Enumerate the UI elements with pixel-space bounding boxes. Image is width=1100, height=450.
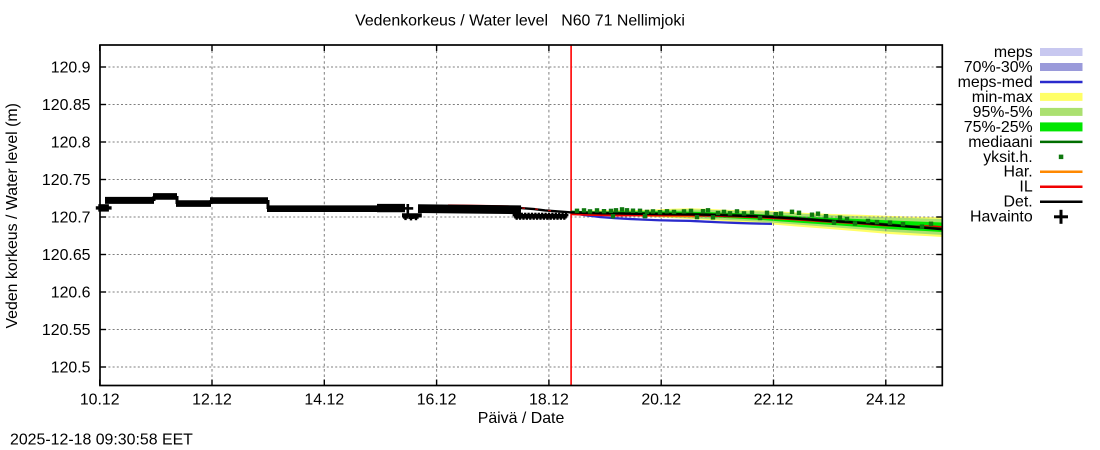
svg-text:yksit.h.: yksit.h. bbox=[983, 149, 1032, 166]
svg-text:120.8: 120.8 bbox=[51, 134, 91, 151]
svg-text:meps-med: meps-med bbox=[958, 74, 1033, 91]
svg-text:meps: meps bbox=[994, 44, 1033, 61]
svg-text:24.12: 24.12 bbox=[866, 392, 906, 409]
svg-text:120.65: 120.65 bbox=[42, 247, 91, 264]
svg-text:120.9: 120.9 bbox=[51, 59, 91, 76]
svg-text:120.6: 120.6 bbox=[51, 284, 91, 301]
svg-text:Veden korkeus / Water level (m: Veden korkeus / Water level (m) bbox=[4, 103, 21, 328]
svg-text:18.12: 18.12 bbox=[529, 392, 569, 409]
svg-text:120.7: 120.7 bbox=[51, 209, 91, 226]
svg-text:120.55: 120.55 bbox=[42, 322, 91, 339]
svg-text:Det.: Det. bbox=[1004, 194, 1033, 211]
svg-text:Havainto: Havainto bbox=[970, 209, 1033, 226]
svg-text:Vedenkorkeus / Water level N: Vedenkorkeus / Water level N60 71 Nellim… bbox=[355, 12, 685, 29]
svg-text:10.12: 10.12 bbox=[80, 392, 120, 409]
svg-text:120.5: 120.5 bbox=[51, 359, 91, 376]
svg-text:22.12: 22.12 bbox=[754, 392, 794, 409]
svg-text:120.85: 120.85 bbox=[42, 97, 91, 114]
svg-text:IL: IL bbox=[1019, 179, 1032, 196]
svg-text:2025-12-18 09:30:58 EET: 2025-12-18 09:30:58 EET bbox=[10, 432, 193, 449]
svg-text:75%-25%: 75%-25% bbox=[964, 119, 1033, 136]
svg-text:95%-5%: 95%-5% bbox=[973, 104, 1033, 121]
svg-text:16.12: 16.12 bbox=[417, 392, 457, 409]
svg-text:Har.: Har. bbox=[1004, 164, 1033, 181]
svg-text:70%-30%: 70%-30% bbox=[964, 59, 1033, 76]
svg-text:min-max: min-max bbox=[972, 89, 1033, 106]
svg-text:14.12: 14.12 bbox=[304, 392, 344, 409]
svg-text:12.12: 12.12 bbox=[192, 392, 232, 409]
svg-text:20.12: 20.12 bbox=[641, 392, 681, 409]
svg-text:120.75: 120.75 bbox=[42, 172, 91, 189]
svg-text:Päivä / Date: Päivä / Date bbox=[478, 410, 565, 427]
svg-text:mediaani: mediaani bbox=[968, 134, 1033, 151]
